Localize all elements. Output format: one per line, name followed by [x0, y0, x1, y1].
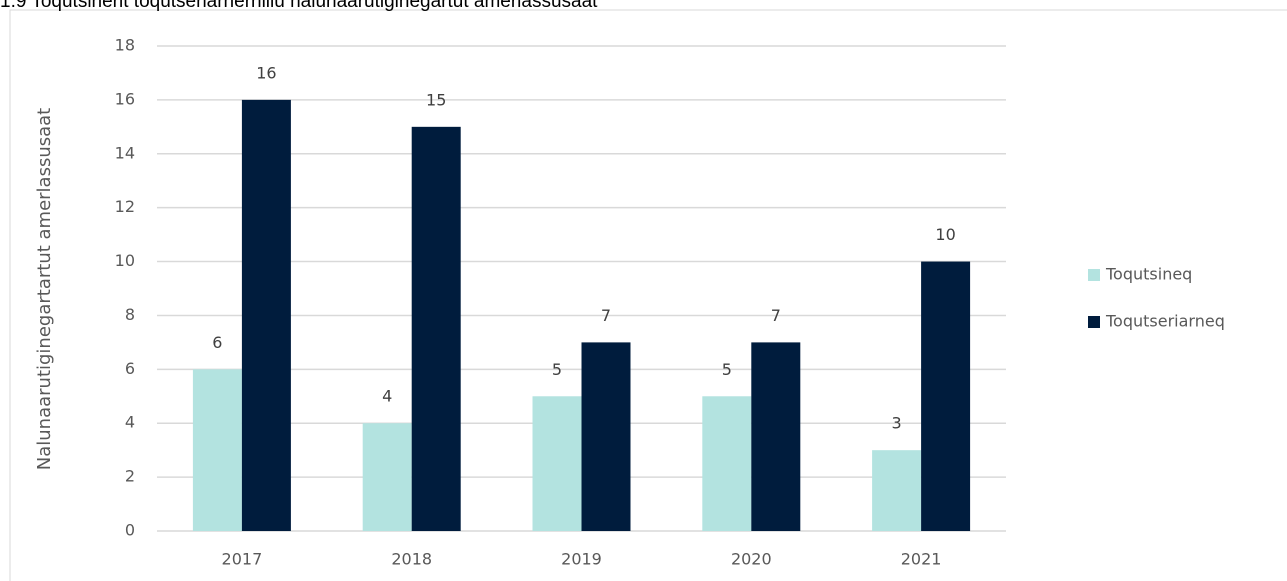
x-tick-label: 2019: [561, 550, 602, 569]
legend-swatch: [1088, 269, 1100, 281]
bar: [921, 261, 971, 531]
y-tick-label: 6: [125, 359, 135, 378]
bar: [581, 342, 631, 531]
y-tick-label: 16: [115, 89, 135, 108]
bar: [192, 369, 242, 531]
chart-title: 1.9 Toqutsinerit toqutseriarnernillu nal…: [0, 0, 598, 12]
bar: [241, 99, 291, 531]
bar: [411, 126, 461, 531]
x-tick-label: 2020: [731, 550, 772, 569]
bar: [532, 396, 582, 531]
bar: [872, 450, 922, 531]
y-tick-label: 14: [115, 143, 135, 162]
legend-label: Toqutseriarneq: [1105, 312, 1225, 331]
data-label: 3: [892, 414, 902, 433]
x-tick-label: 2021: [901, 550, 942, 569]
bar: [362, 423, 412, 531]
y-tick-label: 18: [115, 36, 135, 55]
chart-frame: [9, 9, 1287, 581]
y-tick-label: 0: [125, 521, 135, 540]
bar: [702, 396, 752, 531]
y-axis-label: Nalunaarutiginegartartut amerlassusaat: [34, 108, 55, 470]
data-label: 5: [722, 360, 732, 379]
data-label: 5: [552, 360, 562, 379]
data-label: 15: [426, 90, 446, 109]
y-tick-label: 8: [125, 305, 135, 324]
bar: [751, 342, 801, 531]
x-tick-label: 2018: [391, 550, 432, 569]
legend-swatch: [1088, 316, 1100, 328]
data-label: 16: [256, 63, 276, 82]
data-label: 7: [601, 306, 611, 325]
y-tick-label: 10: [115, 251, 135, 270]
data-label: 7: [771, 306, 781, 325]
y-tick-label: 4: [125, 413, 135, 432]
data-label: 6: [212, 333, 222, 352]
data-label: 10: [935, 225, 955, 244]
y-tick-label: 2: [125, 467, 135, 486]
legend-label: Toqutsineq: [1105, 265, 1192, 284]
y-tick-label: 12: [115, 197, 135, 216]
x-tick-label: 2017: [222, 550, 263, 569]
data-label: 4: [382, 387, 392, 406]
